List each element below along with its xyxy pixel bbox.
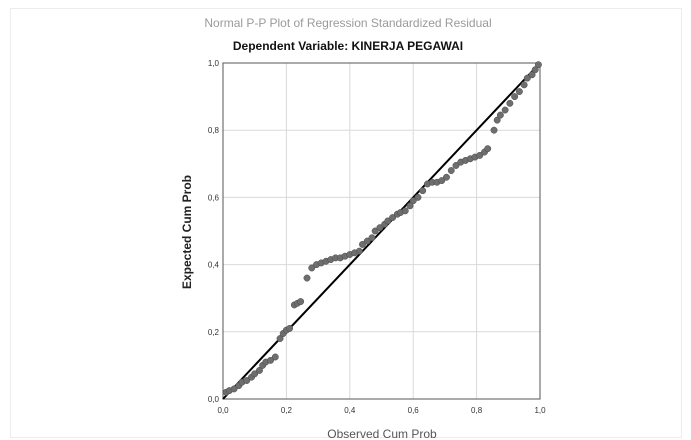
data-point (406, 202, 414, 210)
data-point (230, 385, 238, 393)
reference-line (222, 62, 541, 400)
x-tick-label: 0,0 (217, 406, 229, 415)
y-tick-label: 0,8 (208, 126, 220, 135)
data-point (384, 217, 392, 225)
data-point (256, 366, 263, 374)
data-point (443, 173, 450, 181)
plot-area (222, 62, 541, 400)
x-tick-label: 0,2 (281, 406, 293, 415)
y-tick-label: 0,0 (208, 395, 220, 404)
chart-title: Normal P-P Plot of Regression Standardiz… (204, 16, 491, 30)
data-point (452, 162, 460, 169)
x-axis-label: Observed Cum Prob (327, 427, 437, 440)
y-tick-label: 0,2 (208, 328, 220, 337)
x-tick-label: 1,0 (534, 406, 546, 415)
x-tick-label: 0,8 (471, 406, 483, 415)
x-tick-label: 0,4 (344, 406, 356, 415)
y-tick-label: 0,6 (208, 193, 220, 202)
data-point (476, 151, 484, 159)
data-point (438, 177, 446, 185)
data-point (376, 224, 384, 232)
data-point (368, 234, 376, 242)
data-point (389, 214, 397, 222)
data-point (520, 81, 528, 89)
data-point (528, 71, 536, 79)
data-point (523, 74, 531, 82)
data-point (490, 126, 498, 134)
data-point (286, 324, 294, 332)
data-point (496, 111, 504, 119)
data-point (355, 247, 363, 255)
chart-subtitle: Dependent Variable: KINERJA PEGAWAI (233, 39, 463, 53)
data-point (414, 193, 422, 201)
data-point (303, 274, 311, 282)
data-point (534, 61, 542, 69)
data-point (251, 370, 259, 378)
data-point (371, 227, 379, 235)
data-point (501, 106, 509, 114)
data-point (409, 197, 417, 205)
x-tick-label: 0,6 (408, 406, 420, 415)
data-points (222, 61, 542, 396)
y-tick-label: 0,4 (208, 261, 220, 270)
data-point (531, 66, 539, 74)
tick-labels: 0,0 0,0 0,2 0,2 0,4 0,4 0,6 0,6 0,8 0,8 1,0 1,0 (208, 59, 546, 415)
y-axis-label: Expected Cum Prob (180, 175, 194, 289)
data-point (484, 145, 492, 153)
data-point (419, 187, 427, 195)
data-point (359, 240, 366, 248)
data-point (276, 335, 284, 342)
data-point (267, 356, 274, 364)
data-point (515, 88, 523, 96)
y-tick-label: 1,0 (208, 59, 220, 68)
data-point (511, 93, 519, 101)
data-point (506, 99, 514, 107)
data-point (271, 353, 279, 361)
data-point (401, 207, 409, 215)
data-point (297, 298, 305, 306)
data-point (308, 264, 316, 272)
data-point (243, 377, 251, 384)
data-point (447, 167, 455, 174)
data-point (363, 237, 371, 245)
data-point (493, 116, 501, 124)
chart-frame (10, 8, 682, 438)
